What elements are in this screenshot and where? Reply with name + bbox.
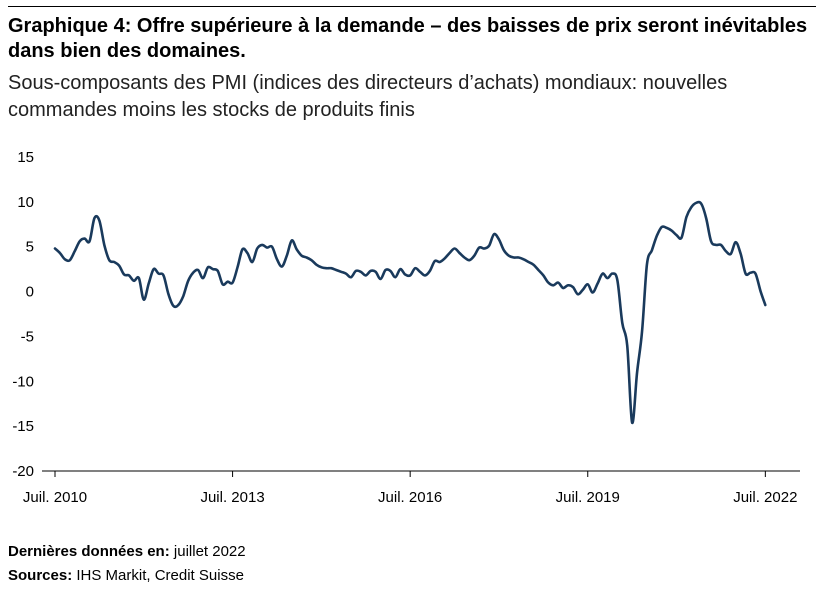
x-tick-label: Juil. 2019 xyxy=(556,489,620,506)
y-tick-label: 5 xyxy=(26,239,34,256)
y-tick-label: -20 xyxy=(12,463,34,480)
sources-note: Sources: IHS Markit, Credit Suisse xyxy=(8,566,244,586)
x-tick-label: Juil. 2013 xyxy=(200,489,264,506)
y-tick-label: 10 xyxy=(17,194,34,211)
series-layer xyxy=(53,200,767,424)
y-tick-label: -15 xyxy=(12,418,34,435)
y-tick-label: 15 xyxy=(17,149,34,166)
y-tick-labels: 15 10 5 0 -5 -10 -15 -20 xyxy=(12,149,34,480)
x-axis xyxy=(42,470,800,477)
latest-data-label: Dernières données en: xyxy=(8,543,170,560)
chart-subtitle: Sous-composants des PMI (indices des dir… xyxy=(8,72,728,121)
latest-data-value: juillet 2022 xyxy=(173,543,246,560)
latest-data-note: Dernières données en: juillet 2022 xyxy=(8,542,246,562)
y-tick-label: -10 xyxy=(12,373,34,390)
x-tick-labels: Juil. 2010 Juil. 2013 Juil. 2016 Juil. 2019… xyxy=(23,489,798,506)
top-rule xyxy=(8,6,816,7)
chart-title: Graphique 4: Offre supérieure à la deman… xyxy=(8,15,808,62)
x-tick-label: Juil. 2022 xyxy=(733,489,797,506)
y-tick-label: 0 xyxy=(26,284,34,301)
sources-label: Sources: xyxy=(8,567,73,584)
sources-value: IHS Markit, Credit Suisse xyxy=(76,567,244,584)
y-tick-label: -5 xyxy=(21,328,34,345)
x-tick-label: Juil. 2010 xyxy=(23,489,87,506)
x-tick-label: Juil. 2016 xyxy=(378,489,442,506)
series-line xyxy=(53,200,767,424)
